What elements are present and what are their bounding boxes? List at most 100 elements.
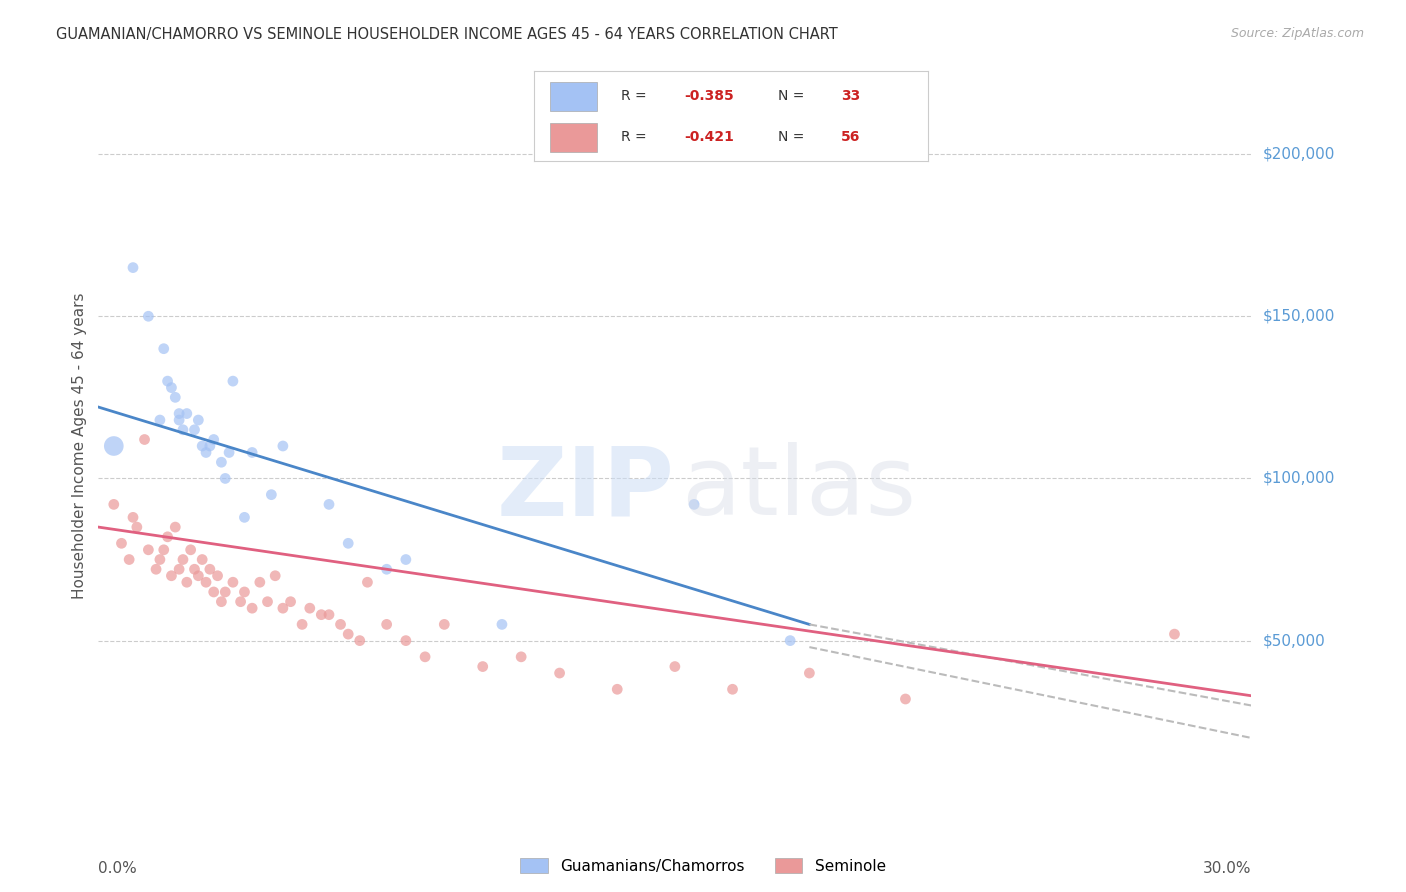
Text: -0.385: -0.385	[683, 89, 734, 103]
Text: R =: R =	[621, 130, 651, 145]
Text: $100,000: $100,000	[1263, 471, 1334, 486]
Point	[145, 562, 167, 576]
FancyBboxPatch shape	[550, 82, 598, 111]
Point	[103, 497, 125, 511]
Point	[264, 568, 287, 582]
Text: N =: N =	[779, 89, 808, 103]
Point	[249, 575, 271, 590]
Point	[433, 617, 456, 632]
Point	[233, 510, 256, 524]
Point	[214, 585, 236, 599]
Point	[329, 617, 352, 632]
Point	[167, 407, 190, 421]
Text: 0.0%: 0.0%	[98, 861, 138, 876]
Text: R =: R =	[621, 89, 651, 103]
Text: $200,000: $200,000	[1263, 146, 1334, 161]
Legend: Guamanians/Chamorros, Seminole: Guamanians/Chamorros, Seminole	[515, 852, 891, 880]
Point	[122, 510, 145, 524]
Point	[510, 649, 533, 664]
Point	[271, 601, 294, 615]
Point	[180, 542, 202, 557]
Text: $50,000: $50,000	[1263, 633, 1326, 648]
Text: 30.0%: 30.0%	[1204, 861, 1251, 876]
Point	[413, 649, 436, 664]
Point	[191, 552, 214, 566]
Point	[191, 439, 214, 453]
Point	[152, 342, 174, 356]
Text: 56: 56	[841, 130, 860, 145]
Text: atlas: atlas	[681, 442, 915, 535]
Text: $150,000: $150,000	[1263, 309, 1334, 324]
Point	[195, 445, 218, 459]
Text: ZIP: ZIP	[496, 442, 675, 535]
Point	[214, 471, 236, 485]
Point	[149, 413, 172, 427]
Point	[894, 692, 917, 706]
Point	[799, 666, 821, 681]
Point	[664, 659, 686, 673]
Point	[207, 568, 229, 582]
Point	[165, 390, 187, 404]
Point	[209, 455, 232, 469]
Point	[298, 601, 321, 615]
Point	[138, 542, 160, 557]
Point	[337, 627, 360, 641]
Text: N =: N =	[779, 130, 808, 145]
Text: GUAMANIAN/CHAMORRO VS SEMINOLE HOUSEHOLDER INCOME AGES 45 - 64 YEARS CORRELATION: GUAMANIAN/CHAMORRO VS SEMINOLE HOUSEHOLD…	[56, 27, 838, 42]
Point	[198, 439, 221, 453]
Point	[156, 530, 179, 544]
Point	[198, 562, 221, 576]
Point	[202, 433, 225, 447]
Point	[110, 536, 132, 550]
Point	[375, 562, 398, 576]
Point	[172, 552, 194, 566]
Point	[149, 552, 172, 566]
Point	[337, 536, 360, 550]
Point	[280, 595, 302, 609]
Point	[260, 488, 283, 502]
Point	[395, 633, 418, 648]
Point	[103, 439, 125, 453]
Point	[318, 607, 340, 622]
Point	[356, 575, 378, 590]
Text: Source: ZipAtlas.com: Source: ZipAtlas.com	[1230, 27, 1364, 40]
Y-axis label: Householder Income Ages 45 - 64 years: Householder Income Ages 45 - 64 years	[72, 293, 87, 599]
Point	[187, 568, 209, 582]
Point	[176, 407, 198, 421]
Point	[271, 439, 294, 453]
Point	[1163, 627, 1185, 641]
Point	[471, 659, 494, 673]
Point	[156, 374, 179, 388]
Point	[167, 413, 190, 427]
Point	[318, 497, 340, 511]
Point	[160, 381, 183, 395]
Point	[138, 310, 160, 324]
Point	[606, 682, 628, 697]
Point	[683, 497, 706, 511]
Point	[125, 520, 148, 534]
Point	[134, 433, 156, 447]
Point	[122, 260, 145, 275]
Text: 33: 33	[841, 89, 860, 103]
FancyBboxPatch shape	[550, 123, 598, 152]
Point	[218, 445, 240, 459]
Point	[229, 595, 252, 609]
Point	[349, 633, 371, 648]
Point	[240, 445, 263, 459]
Point	[491, 617, 513, 632]
Point	[167, 562, 190, 576]
Point	[118, 552, 141, 566]
Point	[375, 617, 398, 632]
Point	[195, 575, 218, 590]
Point	[240, 601, 263, 615]
Point	[183, 562, 205, 576]
Point	[187, 413, 209, 427]
Point	[721, 682, 744, 697]
Point	[291, 617, 314, 632]
Point	[222, 575, 245, 590]
Point	[209, 595, 232, 609]
Point	[233, 585, 256, 599]
Point	[256, 595, 278, 609]
Point	[183, 423, 205, 437]
Point	[548, 666, 571, 681]
